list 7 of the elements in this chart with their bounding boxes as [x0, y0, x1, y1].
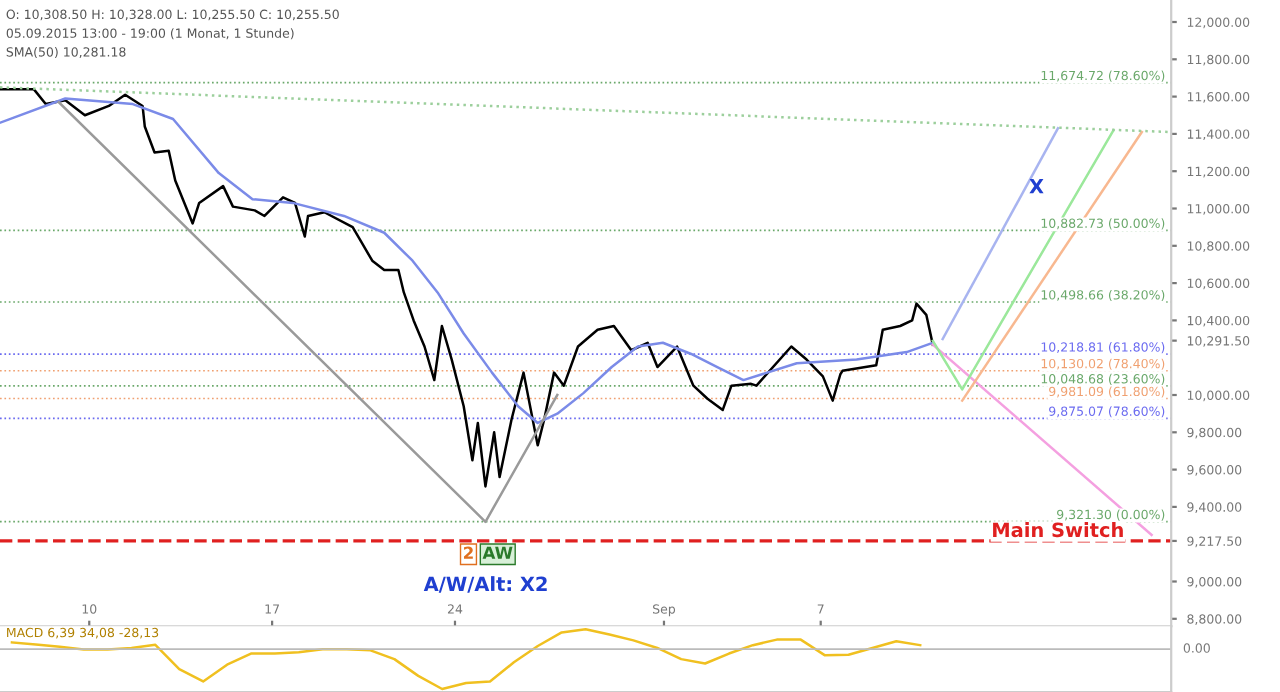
line-series — [0, 87, 935, 488]
ref-line-label: Main Switch — [993, 522, 1123, 538]
annotation: AW — [482, 546, 513, 559]
annotation: X — [1029, 179, 1044, 194]
annotation: A/W/Alt: X2 — [423, 576, 547, 593]
annotation: 2 — [464, 546, 473, 559]
line-series — [0, 97, 935, 425]
